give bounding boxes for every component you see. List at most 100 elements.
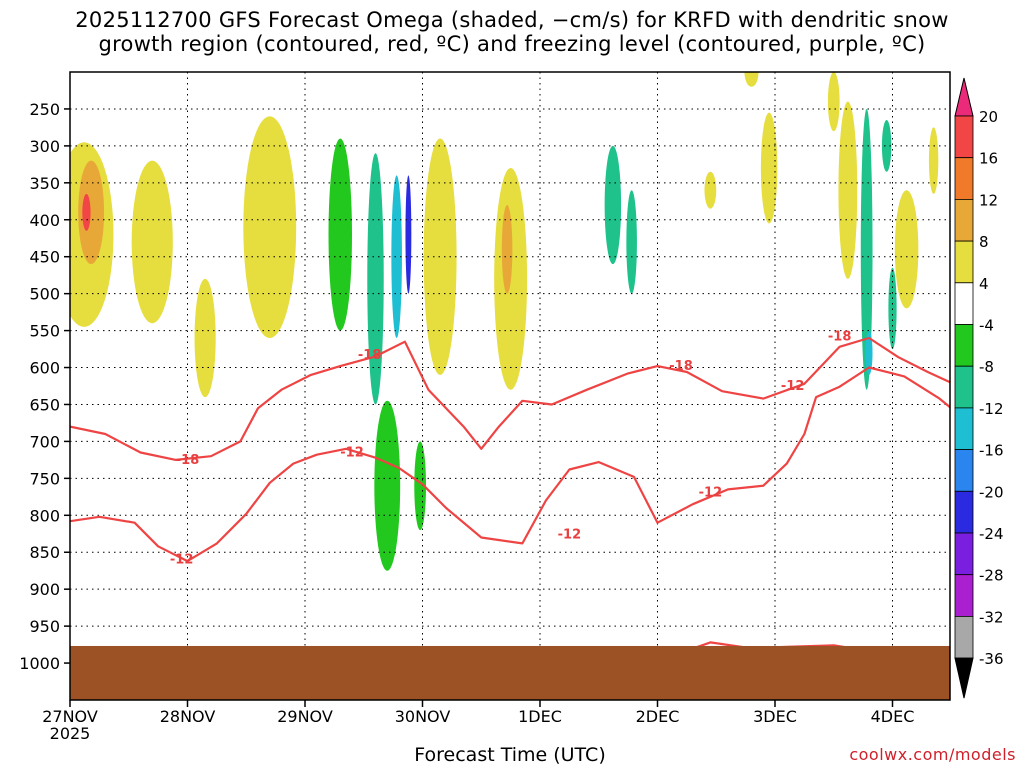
- omega-cell: [860, 108, 873, 390]
- omega-cell: [704, 171, 717, 209]
- time-tick-label: 30NOV: [395, 707, 451, 726]
- omega-cell: [881, 120, 892, 172]
- omega-cell: [865, 330, 873, 375]
- time-tick-label: 29NOV: [277, 707, 333, 726]
- omega-cell: [888, 267, 897, 350]
- omega-cell: [414, 441, 427, 531]
- omega-cell: [894, 190, 919, 309]
- colorbar-tick-label: -12: [979, 400, 1004, 418]
- contour-label: -18: [828, 329, 852, 344]
- time-tick-label: 27NOV: [42, 707, 98, 726]
- colorbar: 20 16 12 8 4 -4 -8 -12 -16 -20 -24 -28 -32 -36: [954, 77, 1004, 699]
- contour-label: -12: [340, 445, 364, 460]
- omega-cell: [82, 193, 91, 231]
- omega-cell: [243, 116, 297, 338]
- colorbar-swatch: [954, 532, 974, 576]
- colorbar-tick-label: -20: [979, 483, 1004, 501]
- pressure-tick-label: 350: [29, 174, 60, 193]
- time-tick-year: 2025: [50, 724, 91, 743]
- plot-frame: [69, 71, 951, 701]
- omega-cell: [328, 138, 352, 331]
- temperature-contour-line: [70, 336, 950, 461]
- omega-cell: [626, 190, 637, 294]
- colorbar-swatch: [954, 198, 974, 242]
- time-tick-label: 1DEC: [518, 707, 562, 726]
- time-tick-label: 2DEC: [636, 707, 680, 726]
- omega-cell: [194, 278, 216, 398]
- omega-cell: [827, 72, 840, 132]
- time-tick-label: 3DEC: [753, 707, 797, 726]
- chart-title-line2: growth region (contoured, red, ºC) and f…: [98, 32, 926, 56]
- pressure-tick-label: 1000: [19, 654, 60, 673]
- pressure-tick-label: 400: [29, 211, 60, 230]
- pressure-axis: 250 300 350 400 450 500 550 600 650 700 750 800 850 9…: [19, 100, 70, 673]
- colorbar-bottom-arrow: [954, 657, 974, 699]
- omega-cell: [367, 153, 384, 405]
- colorbar-swatch: [954, 157, 974, 200]
- pressure-tick-label: 300: [29, 137, 60, 156]
- pressure-tick-label: 500: [29, 285, 60, 304]
- contour-label: -18: [358, 348, 382, 363]
- colorbar-tick-label: -36: [979, 650, 1004, 668]
- colorbar-swatch: [954, 574, 974, 617]
- colorbar-tick-label: -4: [979, 317, 994, 335]
- pressure-tick-label: 450: [29, 248, 60, 267]
- pressure-tick-label: 900: [29, 580, 60, 599]
- colorbar-tick-label: -32: [979, 608, 1004, 626]
- colorbar-top-arrow: [954, 77, 974, 117]
- contour-label: -18: [669, 359, 693, 374]
- colorbar-tick-label: -24: [979, 525, 1004, 543]
- pressure-tick-label: 600: [29, 359, 60, 378]
- pressure-tick-label: 550: [29, 322, 60, 341]
- pressure-tick-label: 650: [29, 395, 60, 414]
- colorbar-swatch: [954, 449, 974, 492]
- ground-layer: [70, 645, 950, 700]
- pressure-tick-label: 700: [29, 432, 60, 451]
- time-tick-label: 4DEC: [871, 707, 915, 726]
- colorbar-tick-label: -16: [979, 442, 1004, 460]
- temperature-contours: -18 -18 -18 -18 -12 -12 -12 -12 -12: [70, 329, 950, 665]
- omega-shading-layer: [70, 72, 939, 571]
- grid-lines: [70, 72, 950, 700]
- pressure-tick-label: 950: [29, 617, 60, 636]
- pressure-tick-label: 750: [29, 469, 60, 488]
- omega-cell: [391, 175, 402, 338]
- pressure-tick-label: 850: [29, 543, 60, 562]
- omega-cell: [423, 138, 457, 375]
- omega-cell: [760, 112, 778, 224]
- omega-cell: [501, 204, 513, 294]
- site-credit[interactable]: coolwx.com/models: [849, 745, 1016, 764]
- chart-title-line1: 2025112700 GFS Forecast Omega (shaded, −…: [75, 8, 949, 32]
- pressure-tick-label: 800: [29, 506, 60, 525]
- contour-label: -12: [558, 528, 582, 543]
- omega-cell: [744, 72, 759, 87]
- colorbar-swatch: [954, 365, 974, 409]
- omega-cell: [78, 160, 105, 265]
- omega-cell: [928, 127, 939, 194]
- colorbar-tick-label: 8: [979, 233, 989, 251]
- contour-label: -12: [699, 485, 723, 500]
- colorbar-swatch: [954, 616, 974, 659]
- colorbar-tick-label: 16: [979, 150, 998, 168]
- contour-label: -18: [176, 453, 200, 468]
- colorbar-swatch: [954, 407, 974, 450]
- contour-label: -12: [781, 379, 805, 394]
- omega-cell: [838, 101, 858, 279]
- x-axis-label: Forecast Time (UTC): [414, 744, 606, 766]
- colorbar-swatch: [954, 324, 974, 367]
- colorbar-swatch: [954, 240, 974, 284]
- contour-label: -12: [170, 553, 194, 568]
- colorbar-swatch: [954, 282, 974, 325]
- colorbar-tick-label: 12: [979, 191, 998, 209]
- colorbar-tick-label: 20: [979, 108, 998, 126]
- colorbar-tick-label: 4: [979, 275, 989, 293]
- colorbar-swatch: [954, 490, 974, 534]
- omega-cell: [131, 160, 173, 324]
- omega-cell: [604, 145, 622, 265]
- pressure-tick-label: 250: [29, 100, 60, 119]
- temperature-contour-line: [70, 366, 950, 563]
- colorbar-tick-label: -28: [979, 567, 1004, 585]
- colorbar-swatch: [954, 115, 974, 159]
- omega-cell: [405, 175, 412, 294]
